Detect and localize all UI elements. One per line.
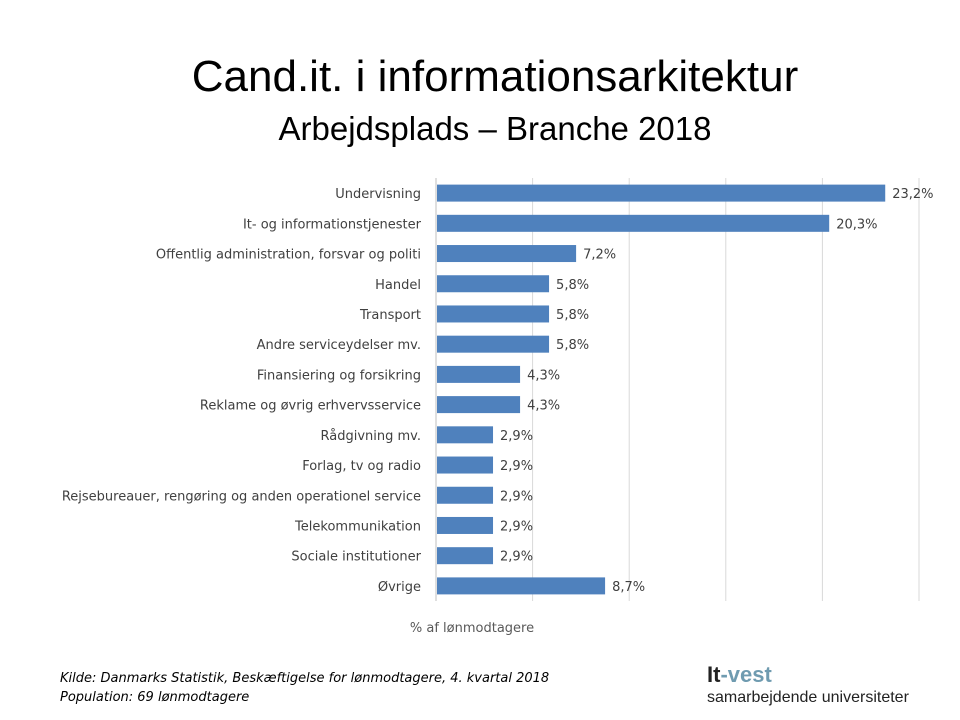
data-label: 8,7% [612,580,645,595]
category-label: Rejsebureauer, rengøring og anden operat… [62,489,421,504]
bar [437,396,521,414]
category-label: Øvrige [378,580,421,595]
data-label: 4,3% [527,399,560,414]
data-label: 4,3% [527,368,560,383]
category-label: Rådgivning mv. [321,429,421,444]
logo-tagline: samarbejdende universiteter [707,689,909,706]
bar [437,577,606,595]
data-label: 23,2% [892,187,933,202]
category-label: Finansiering og forsikring [257,368,421,383]
population-text: Population: 69 lønmodtagere [60,690,250,705]
bar [437,365,521,383]
data-label: 20,3% [836,217,877,232]
data-label: 2,9% [500,489,533,504]
category-label: It- og informationstjenester [243,217,422,232]
bar [437,516,494,534]
bar [437,486,494,504]
data-label: 5,8% [556,338,589,353]
category-label: Transport [359,308,421,323]
bar [437,245,577,263]
x-axis-label: % af lønmodtagere [409,621,535,636]
logo-name-part1: It [707,662,721,687]
bar [437,275,550,293]
logo-name-part2: -vest [720,662,772,687]
chart-subtitle: Arbejdsplads – Branche 2018 [278,110,712,147]
bar [437,547,494,565]
category-label: Reklame og øvrig erhvervsservice [200,399,421,414]
category-label: Telekommunikation [294,519,421,534]
bar [437,184,886,202]
category-label: Forlag, tv og radio [302,459,421,474]
bar-chart: Undervisning 23,2% It- og informationstjen… [62,178,934,601]
source-note: Kilde: Danmarks Statistik, Beskæftigelse… [60,669,549,707]
data-label: 7,2% [583,248,616,263]
data-label: 5,8% [556,308,589,323]
data-label: 2,9% [500,459,533,474]
chart-title: Cand.it. i informationsarkitektur [191,52,799,101]
category-label: Offentlig administration, forsvar og pol… [156,248,421,263]
category-label: Undervisning [335,187,421,202]
source-text: Kilde: Danmarks Statistik, Beskæftigelse… [60,671,550,686]
it-vest-logo: It-vest samarbejdende universiteter [707,664,909,707]
bar [437,426,494,444]
category-label: Andre serviceydelser mv. [257,338,421,353]
data-label: 2,9% [500,550,533,565]
category-label: Sociale institutioner [291,550,421,565]
bar [437,305,550,323]
data-label: 2,9% [500,519,533,534]
data-label: 5,8% [556,278,589,293]
category-label: Handel [375,278,421,293]
bar [437,335,550,353]
bar [437,456,494,474]
data-label: 2,9% [500,429,533,444]
bar [437,214,830,232]
